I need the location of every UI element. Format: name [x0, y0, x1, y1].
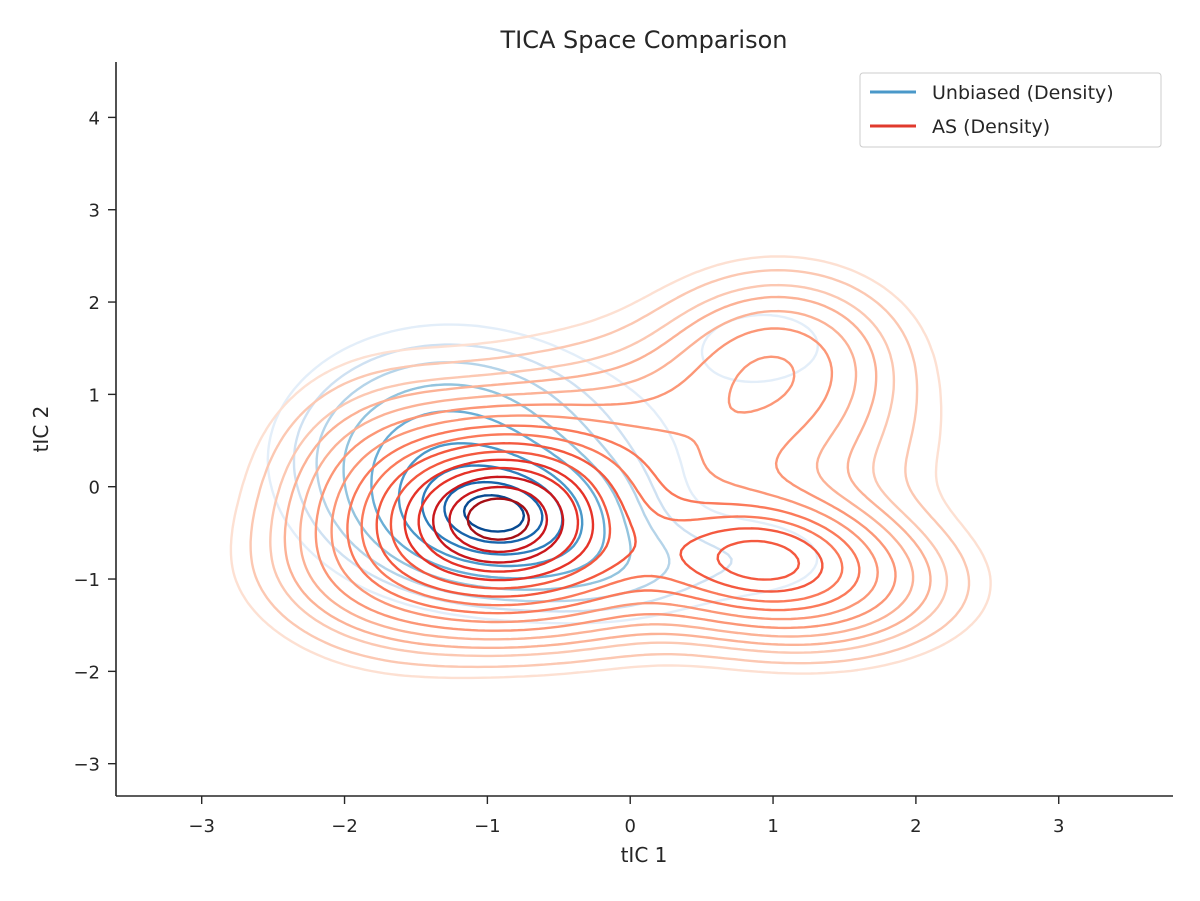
- x-tick-label: −2: [331, 816, 358, 837]
- legend-frame: [859, 72, 1162, 148]
- as-contour-level-1: [229, 255, 992, 680]
- as-contour-level-14: [432, 475, 565, 564]
- as-contour-level-13: [417, 466, 580, 573]
- y-ticks: −3 −2 −1 0 1 2 3 4: [73, 108, 116, 776]
- y-tick-label: −3: [73, 755, 100, 776]
- y-tick-label: 4: [89, 108, 100, 129]
- as-contour-level-12: [403, 458, 595, 582]
- y-tick-label: 0: [89, 478, 100, 499]
- x-tick-label: 2: [910, 816, 921, 837]
- as-density-contours: [229, 255, 992, 680]
- as-contour-level-4: [283, 295, 932, 649]
- unbiased-contour-level-2: [292, 343, 733, 613]
- as-contour-level-11: [389, 450, 801, 590]
- legend-label-unbiased: Unbiased (Density): [932, 82, 1114, 104]
- unbiased-density-contours: [266, 313, 820, 625]
- x-tick-label: 1: [767, 816, 778, 837]
- as-contour-level-10: [375, 442, 824, 598]
- as-contour-level-8: [346, 424, 861, 615]
- x-tick-label: 3: [1053, 816, 1064, 837]
- y-tick-label: 3: [89, 201, 100, 222]
- unbiased-contour-level-6: [397, 442, 584, 568]
- x-ticks: −3 −2 −1 0 1 2 3: [188, 796, 1064, 837]
- as-contour-level-16: [466, 497, 531, 541]
- as-contour-level-2: [249, 269, 971, 669]
- x-axis-label: tIC 1: [621, 843, 668, 867]
- as-contour-level-7: [330, 355, 879, 624]
- y-axis-label: tIC 2: [29, 406, 53, 453]
- as-contour-level-3: [269, 283, 949, 658]
- as-contour-level-9: [360, 433, 844, 607]
- legend-label-as: AS (Density): [932, 116, 1050, 138]
- y-tick-label: 2: [89, 293, 100, 314]
- unbiased-contour-level-8: [443, 480, 544, 544]
- as-contour-level-15: [448, 485, 549, 554]
- as-contour-level-6: [314, 327, 897, 632]
- chart-title: TICA Space Comparison: [499, 26, 787, 54]
- x-tick-label: −3: [188, 816, 215, 837]
- as-contour-level-5: [299, 309, 915, 641]
- x-tick-label: 0: [624, 816, 635, 837]
- contour-layer: [229, 255, 992, 680]
- y-tick-label: −1: [73, 570, 100, 591]
- legend: Unbiased (Density) AS (Density): [859, 72, 1162, 148]
- axes: [115, 62, 1173, 797]
- x-tick-label: −1: [474, 816, 501, 837]
- y-tick-label: 1: [89, 385, 100, 406]
- y-tick-label: −2: [73, 662, 100, 683]
